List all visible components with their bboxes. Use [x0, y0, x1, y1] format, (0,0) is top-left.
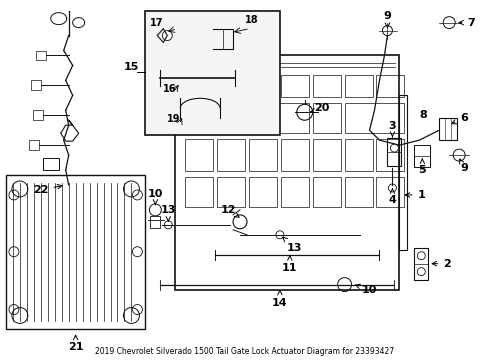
- Text: 4: 4: [389, 189, 396, 205]
- Bar: [399, 95, 407, 250]
- Bar: [185, 75, 213, 97]
- Text: 21: 21: [68, 335, 83, 352]
- Text: 17: 17: [150, 18, 164, 28]
- Bar: [43, 158, 59, 170]
- Text: 10: 10: [147, 189, 163, 204]
- Text: 12: 12: [220, 205, 239, 217]
- Bar: [344, 177, 372, 207]
- Text: 10: 10: [356, 284, 377, 294]
- Bar: [344, 75, 372, 97]
- Bar: [175, 55, 399, 289]
- Bar: [6, 175, 146, 329]
- Bar: [388, 138, 401, 166]
- Bar: [376, 177, 404, 207]
- Text: 19: 19: [167, 114, 181, 124]
- Bar: [415, 145, 430, 167]
- Bar: [249, 177, 277, 207]
- Text: 13: 13: [283, 237, 302, 253]
- Bar: [185, 177, 213, 207]
- Bar: [313, 75, 341, 97]
- Bar: [217, 177, 245, 207]
- Bar: [281, 177, 309, 207]
- Text: 13: 13: [161, 205, 176, 221]
- Bar: [185, 139, 213, 171]
- Text: 11: 11: [282, 256, 297, 273]
- Bar: [344, 103, 404, 133]
- Bar: [249, 139, 277, 171]
- Bar: [185, 103, 213, 133]
- Bar: [217, 139, 245, 171]
- Text: 3: 3: [389, 121, 396, 137]
- Bar: [313, 103, 341, 133]
- Bar: [146, 11, 280, 135]
- Bar: [217, 103, 245, 133]
- Text: 16: 16: [163, 84, 177, 94]
- Bar: [313, 177, 341, 207]
- Text: 1: 1: [405, 190, 425, 200]
- Bar: [29, 140, 39, 150]
- Text: 8: 8: [419, 110, 427, 120]
- Bar: [36, 50, 46, 60]
- Text: 15: 15: [123, 62, 139, 72]
- Bar: [415, 248, 428, 280]
- Text: 14: 14: [272, 291, 288, 307]
- Bar: [31, 80, 41, 90]
- Text: 5: 5: [418, 159, 426, 175]
- Bar: [439, 118, 457, 140]
- Bar: [313, 139, 341, 171]
- Bar: [344, 139, 372, 171]
- Text: 2019 Chevrolet Silverado 1500 Tail Gate Lock Actuator Diagram for 23393427: 2019 Chevrolet Silverado 1500 Tail Gate …: [96, 347, 394, 356]
- Text: 2: 2: [432, 259, 451, 269]
- Bar: [376, 75, 404, 97]
- Text: 18: 18: [245, 15, 259, 24]
- Text: 7: 7: [459, 18, 475, 28]
- Text: 20: 20: [311, 103, 329, 113]
- Bar: [249, 103, 309, 133]
- Text: 6: 6: [452, 113, 468, 124]
- Text: 22: 22: [33, 184, 62, 195]
- Bar: [150, 216, 160, 228]
- Bar: [249, 75, 277, 97]
- Bar: [33, 110, 43, 120]
- Bar: [281, 75, 309, 97]
- Bar: [281, 139, 309, 171]
- Text: 9: 9: [460, 159, 468, 173]
- Bar: [217, 75, 245, 97]
- Text: 9: 9: [384, 11, 392, 27]
- Bar: [376, 139, 404, 171]
